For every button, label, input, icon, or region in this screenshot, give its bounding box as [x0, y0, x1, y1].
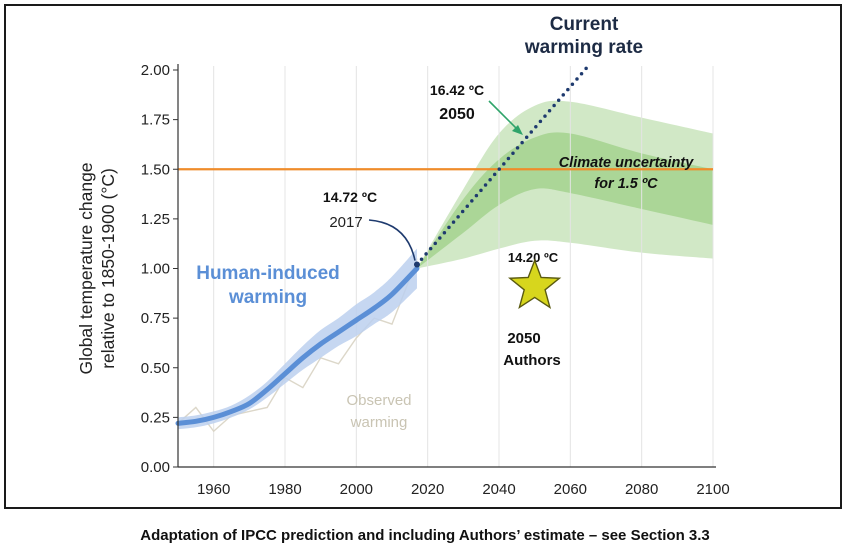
human-induced-label-line-1: Human-induced [196, 263, 340, 284]
x-tick-label-2: 2000 [340, 481, 373, 498]
observed-label-line-1: Observed [346, 392, 411, 409]
y-tick-label-5: 1.25 [141, 211, 170, 228]
y-tick-label-4: 1.00 [141, 261, 170, 278]
observed-label-line-2: warming [350, 414, 408, 431]
current-rate-label-line-1: Current [550, 14, 619, 35]
x-tick-label-3: 2020 [411, 481, 444, 498]
point-2017 [413, 261, 420, 268]
authors-label: Authors [503, 352, 561, 369]
value-2017-pointer [368, 219, 416, 261]
temperature-chart: 0.00 0.25 0.50 0.75 1.00 1.25 1.50 1.75 2.00 1960… [76, 14, 730, 498]
human-induced-line [175, 266, 420, 426]
y-tick-label-3: 0.75 [141, 310, 170, 327]
y-tick-label-7: 1.75 [141, 112, 170, 129]
y-tick-label-0: 0.00 [141, 459, 170, 476]
current-rate-label-line-2: warming rate [524, 37, 643, 58]
y-axis-label: Global temperature change relative to 185… [76, 162, 118, 374]
x-tick-label-4: 2040 [482, 481, 515, 498]
x-tick-label-6: 2080 [625, 481, 658, 498]
authors-year: 2050 [507, 330, 540, 347]
y-tick-label-1: 0.25 [141, 409, 170, 426]
projection-arrow-head [512, 125, 523, 135]
authors-star [508, 258, 562, 310]
authors-temp: 14.20 ºC [508, 250, 559, 265]
y-tick-label-8: 2.00 [141, 62, 170, 79]
figure-frame: 0.00 0.25 0.50 0.75 1.00 1.25 1.50 1.75 2.00 1960… [4, 4, 842, 509]
climate-uncertainty-line-1: Climate uncertainty [559, 155, 694, 171]
y-tick-label-6: 1.50 [141, 161, 170, 178]
y-tick-label-2: 0.50 [141, 360, 170, 377]
x-tick-label-5: 2060 [554, 481, 587, 498]
y-axis-label-line-1: Global temperature change [76, 162, 96, 374]
projection-2050-temp: 16.42 ºC [430, 82, 484, 98]
value-2017-temp: 14.72 ºC [323, 189, 377, 205]
projection-arrow-line [488, 100, 519, 131]
human-induced-label-line-2: warming [228, 287, 307, 308]
x-tick-label-1: 1980 [268, 481, 301, 498]
projection-2050-year: 2050 [439, 106, 475, 123]
x-tick-label-0: 1960 [197, 481, 230, 498]
figure-caption: Adaptation of IPCC prediction and includ… [140, 527, 710, 544]
climate-uncertainty-line-2: for 1.5 ºC [594, 176, 658, 192]
y-axis-label-line-2: relative to 1850-1900 (°C) [98, 168, 118, 369]
value-2017-year: 2017 [329, 214, 362, 231]
x-tick-label-7: 2100 [696, 481, 729, 498]
current-rate-line [415, 64, 590, 267]
observed-warming-line [177, 258, 418, 433]
projection-band-1 [416, 132, 713, 269]
